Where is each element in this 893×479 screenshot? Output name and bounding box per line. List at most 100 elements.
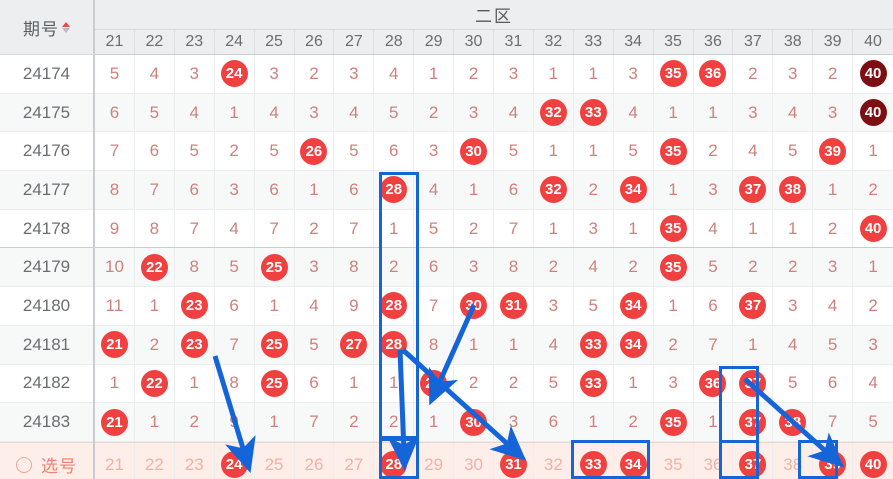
- miss-count-cell[interactable]: 1: [135, 287, 175, 325]
- miss-count-cell[interactable]: 1: [733, 325, 774, 364]
- miss-count-cell[interactable]: 3: [614, 55, 654, 93]
- miss-count-cell[interactable]: 5: [135, 93, 175, 132]
- miss-count-cell[interactable]: 6: [334, 171, 375, 209]
- miss-count-cell[interactable]: 5: [255, 132, 295, 171]
- miss-count-cell[interactable]: 3: [175, 55, 215, 93]
- column-header-26[interactable]: 26: [295, 30, 335, 54]
- miss-count-cell[interactable]: 1: [334, 364, 375, 403]
- miss-count-cell[interactable]: 6: [534, 403, 574, 441]
- miss-count-cell[interactable]: 3: [813, 248, 854, 287]
- miss-count-cell[interactable]: 6: [255, 171, 295, 209]
- miss-count-cell[interactable]: 9: [215, 403, 255, 441]
- miss-count-cell[interactable]: 5: [534, 364, 574, 403]
- miss-count-cell[interactable]: 4: [694, 209, 734, 248]
- column-header-27[interactable]: 27: [334, 30, 375, 54]
- miss-count-cell[interactable]: 4: [534, 325, 574, 364]
- hit-ball-30[interactable]: 30: [454, 403, 494, 441]
- miss-count-cell[interactable]: 11: [95, 287, 135, 325]
- hit-ball-21[interactable]: 21: [95, 403, 135, 441]
- column-header-40[interactable]: 40: [864, 33, 882, 50]
- hit-ball-36[interactable]: 36: [694, 364, 734, 403]
- hit-ball-35[interactable]: 35: [654, 209, 694, 248]
- miss-count-cell[interactable]: 2: [773, 248, 814, 287]
- miss-count-cell[interactable]: 10: [95, 248, 135, 287]
- miss-count-cell[interactable]: 2: [614, 248, 654, 287]
- column-header-23[interactable]: 23: [175, 30, 215, 54]
- miss-count-cell[interactable]: 4: [733, 132, 774, 171]
- issue-number-header[interactable]: 期号: [0, 0, 95, 55]
- miss-count-cell[interactable]: 6: [295, 364, 335, 403]
- miss-count-cell[interactable]: 5: [773, 132, 814, 171]
- miss-count-cell[interactable]: 4: [295, 287, 335, 325]
- miss-count-cell[interactable]: 1: [813, 171, 854, 209]
- column-header-29[interactable]: 29: [414, 30, 455, 54]
- miss-count-cell[interactable]: 8: [95, 171, 135, 209]
- miss-count-cell[interactable]: 4: [135, 55, 175, 93]
- selectable-number-35[interactable]: 35: [654, 442, 694, 479]
- miss-count-cell[interactable]: 1: [654, 171, 694, 209]
- miss-count-cell[interactable]: 6: [694, 287, 734, 325]
- miss-count-cell[interactable]: 1: [175, 364, 215, 403]
- column-header-25[interactable]: 25: [255, 30, 295, 54]
- hit-ball-30[interactable]: 30: [454, 132, 494, 171]
- column-header-37[interactable]: 37: [733, 30, 774, 54]
- miss-count-cell[interactable]: 7: [694, 325, 734, 364]
- selectable-number-27[interactable]: 27: [334, 442, 375, 479]
- column-header-32[interactable]: 32: [534, 30, 574, 54]
- miss-count-cell[interactable]: 2: [175, 403, 215, 441]
- selectable-number-25[interactable]: 25: [255, 442, 295, 479]
- miss-count-cell[interactable]: 1: [853, 248, 893, 286]
- miss-count-cell[interactable]: 5: [374, 93, 415, 132]
- miss-count-cell[interactable]: 5: [773, 364, 814, 403]
- selectable-number-29[interactable]: 29: [414, 442, 455, 479]
- selectable-number-26[interactable]: 26: [295, 442, 335, 479]
- pick-number-row-label[interactable]: 选号: [0, 441, 93, 479]
- miss-count-cell[interactable]: 2: [454, 209, 494, 248]
- column-header-24[interactable]: 24: [215, 30, 255, 54]
- miss-count-cell[interactable]: 7: [334, 209, 375, 248]
- hit-ball-29[interactable]: 29: [414, 364, 455, 403]
- hit-ball-23[interactable]: 23: [175, 287, 215, 325]
- hit-ball-39[interactable]: 39: [813, 132, 854, 171]
- miss-count-cell[interactable]: 2: [534, 248, 574, 287]
- hit-ball-25[interactable]: 25: [255, 248, 295, 287]
- selected-number-34[interactable]: 34: [614, 442, 654, 479]
- hit-ball-35[interactable]: 35: [654, 403, 694, 441]
- hit-ball-35[interactable]: 35: [654, 248, 694, 287]
- miss-count-cell[interactable]: 1: [135, 403, 175, 441]
- miss-count-cell[interactable]: 1: [574, 132, 614, 171]
- miss-count-cell[interactable]: 3: [454, 248, 494, 287]
- hit-ball-40[interactable]: 40: [853, 210, 893, 248]
- miss-count-cell[interactable]: 4: [215, 209, 255, 248]
- miss-count-cell[interactable]: 3: [215, 171, 255, 209]
- miss-count-cell[interactable]: 7: [494, 209, 534, 248]
- issue-number-24182[interactable]: 24182: [0, 365, 93, 404]
- column-header-39[interactable]: 39: [813, 30, 854, 54]
- miss-count-cell[interactable]: 3: [813, 93, 854, 132]
- hit-ball-28[interactable]: 28: [374, 325, 415, 364]
- miss-count-cell[interactable]: 1: [614, 364, 654, 403]
- column-header-36[interactable]: 36: [694, 30, 734, 54]
- miss-count-cell[interactable]: 1: [534, 55, 574, 93]
- miss-count-cell[interactable]: 6: [374, 132, 415, 171]
- hit-ball-32[interactable]: 32: [534, 93, 574, 132]
- miss-count-cell[interactable]: 2: [694, 132, 734, 171]
- miss-count-cell[interactable]: 2: [454, 55, 494, 93]
- hit-ball-35[interactable]: 35: [654, 55, 694, 93]
- selectable-number-22[interactable]: 22: [135, 442, 175, 479]
- miss-count-cell[interactable]: 2: [414, 93, 455, 132]
- miss-count-cell[interactable]: 4: [374, 55, 415, 93]
- hit-ball-21[interactable]: 21: [95, 325, 135, 364]
- selected-number-28[interactable]: 28: [374, 442, 415, 479]
- issue-number-24174[interactable]: 24174: [0, 55, 93, 94]
- miss-count-cell[interactable]: 1: [654, 287, 694, 325]
- miss-count-cell[interactable]: 4: [853, 365, 893, 403]
- selectable-number-36[interactable]: 36: [694, 442, 734, 479]
- hit-ball-37[interactable]: 37: [733, 403, 774, 441]
- hit-ball-40[interactable]: 40: [853, 94, 893, 132]
- miss-count-cell[interactable]: 1: [853, 132, 893, 170]
- miss-count-cell[interactable]: 4: [255, 93, 295, 132]
- miss-count-cell[interactable]: 7: [414, 287, 455, 325]
- miss-count-cell[interactable]: 2: [494, 364, 534, 403]
- miss-count-cell[interactable]: 2: [853, 171, 893, 209]
